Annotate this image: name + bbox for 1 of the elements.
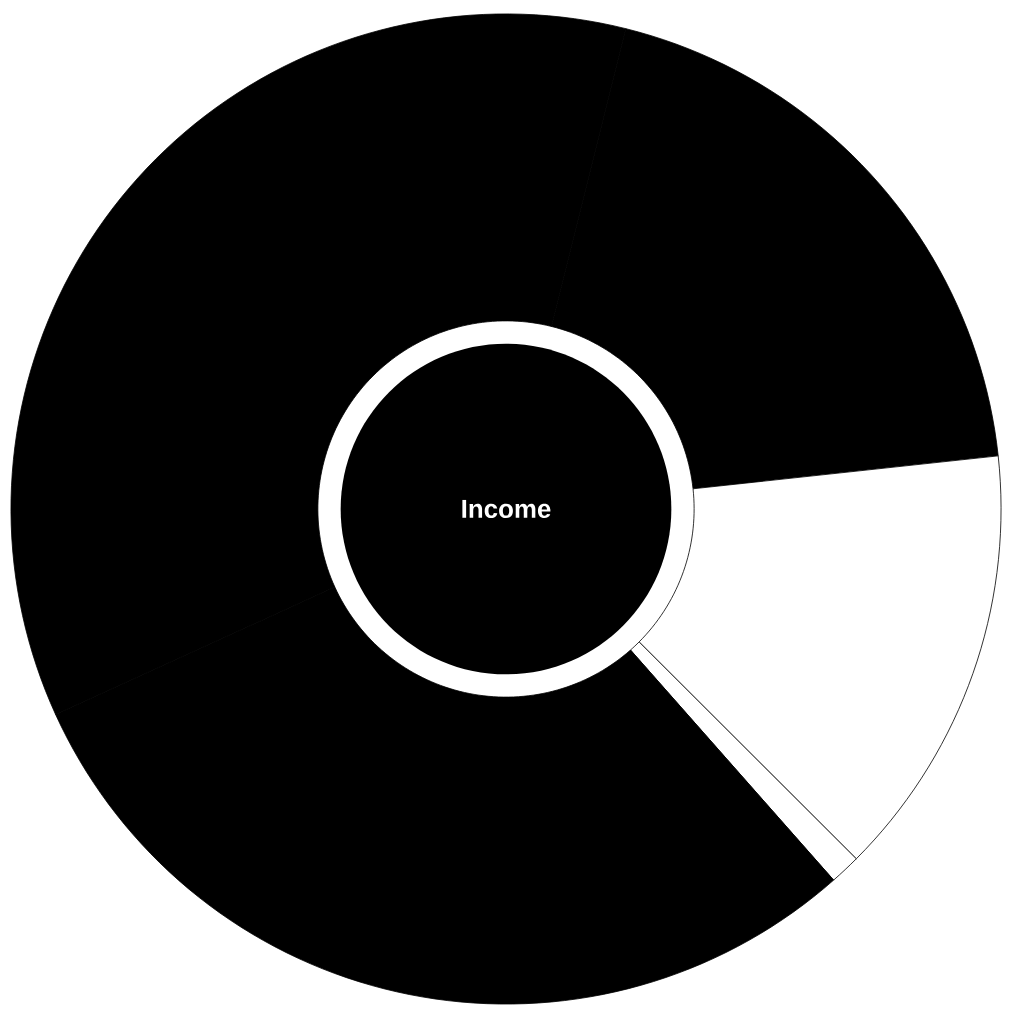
text: Income (462, 499, 551, 519)
